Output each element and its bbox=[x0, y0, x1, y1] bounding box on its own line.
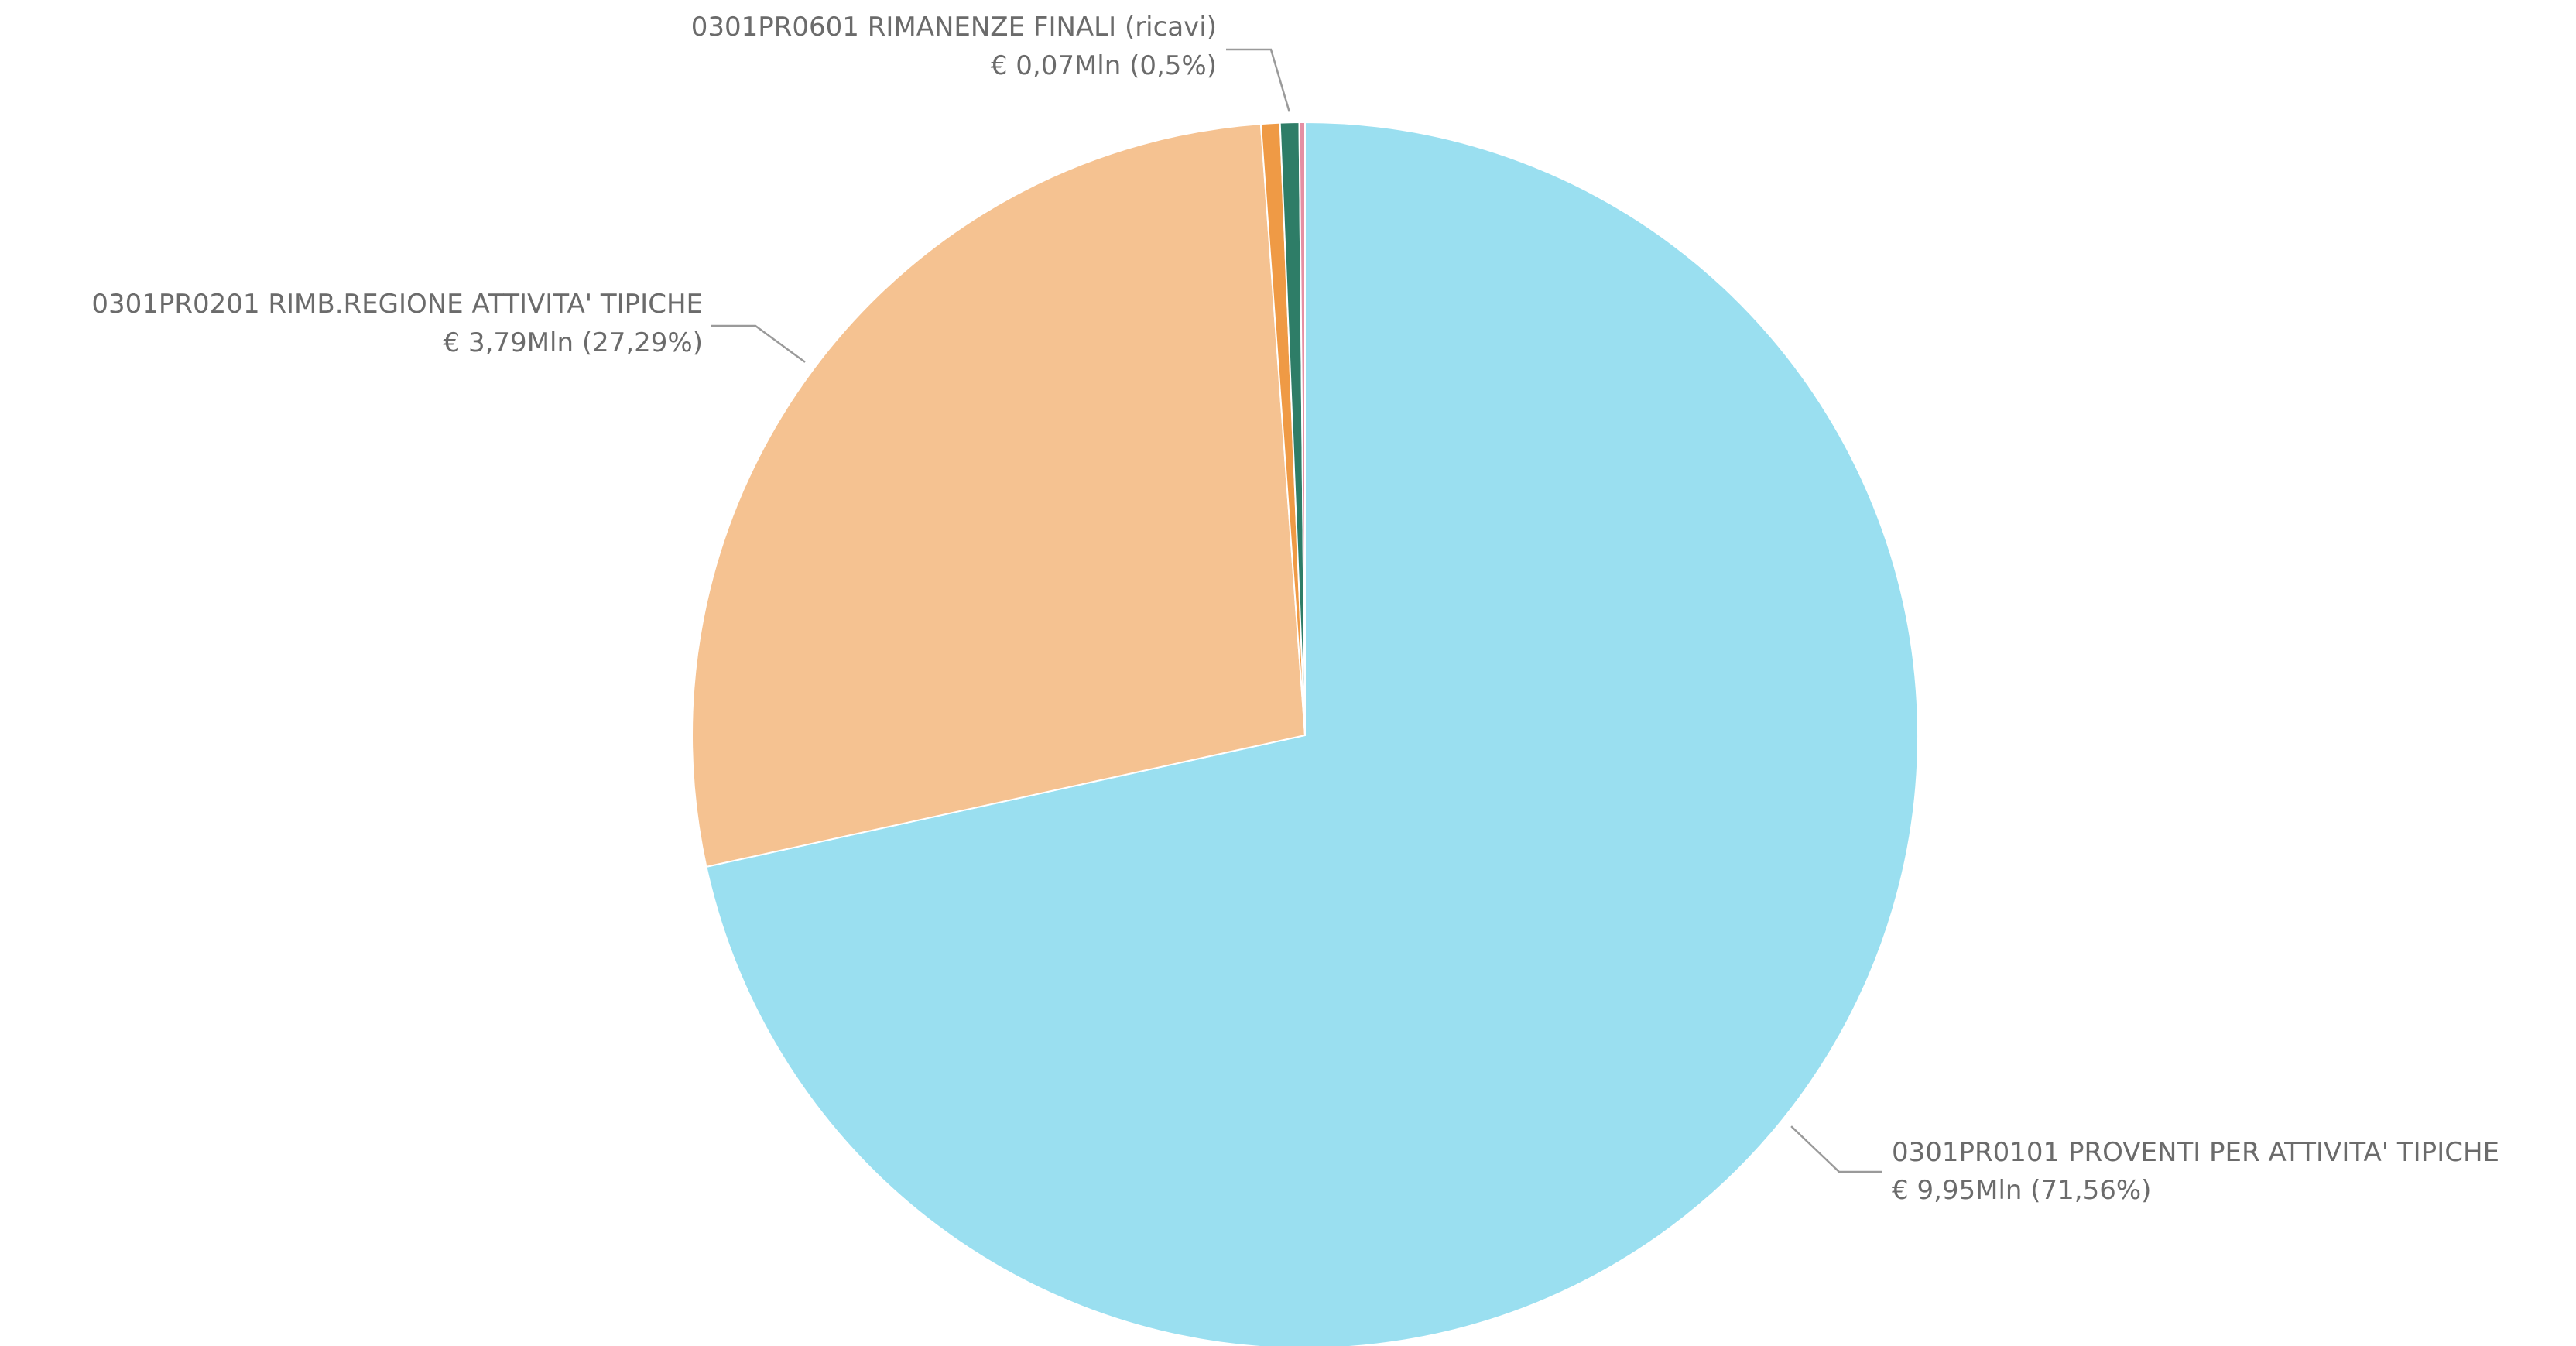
label-0301pr0101-name: 0301PR0101 PROVENTI PER ATTIVITA' TIPICH… bbox=[1892, 1137, 2499, 1168]
label-0301pr0601-value: € 0,07Mln (0,5%) bbox=[991, 50, 1217, 81]
pie-slice-1 bbox=[691, 122, 1307, 868]
leader-lines bbox=[711, 48, 1882, 1173]
pie-slice-4 bbox=[1298, 121, 1306, 736]
leader-line-0301pr0601 bbox=[1226, 48, 1290, 112]
leader-line-0301pr0101 bbox=[1790, 1125, 1882, 1173]
pie-slices bbox=[691, 121, 1919, 1346]
label-0301pr0201-name: 0301PR0201 RIMB.REGIONE ATTIVITA' TIPICH… bbox=[91, 289, 703, 320]
label-0301pr0601-name: 0301PR0601 RIMANENZE FINALI (ricavi) bbox=[691, 12, 1217, 43]
leader-line-0301pr0201 bbox=[711, 324, 806, 363]
label-0301pr0101-value: € 9,95Mln (71,56%) bbox=[1892, 1175, 2151, 1206]
pie-slice-0 bbox=[705, 121, 1919, 1346]
label-0301pr0201-value: € 3,79Mln (27,29%) bbox=[444, 327, 703, 358]
